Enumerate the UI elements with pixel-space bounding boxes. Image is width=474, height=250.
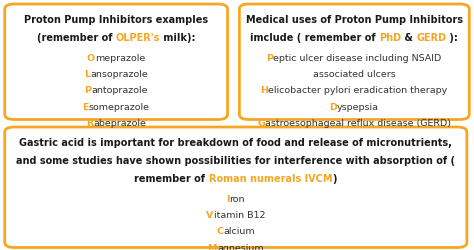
Text: yspepsia: yspepsia	[337, 102, 379, 111]
Text: abeprazole: abeprazole	[93, 118, 146, 128]
Text: V: V	[206, 210, 213, 219]
Text: P: P	[266, 54, 273, 62]
FancyBboxPatch shape	[5, 5, 228, 120]
Text: L: L	[84, 70, 90, 79]
Text: ):: ):	[447, 33, 458, 43]
Text: C: C	[216, 226, 223, 235]
Text: R: R	[86, 118, 93, 128]
Text: &: &	[401, 33, 416, 43]
Text: elicobacter pylori eradication therapy: elicobacter pylori eradication therapy	[268, 86, 448, 95]
Text: ron: ron	[229, 194, 245, 203]
Text: PhD: PhD	[379, 33, 401, 43]
Text: Proton Pump Inhibitors examples: Proton Pump Inhibitors examples	[24, 15, 208, 25]
Text: milk):: milk):	[160, 33, 195, 43]
Text: ansoprazole: ansoprazole	[90, 70, 148, 79]
Text: GERD: GERD	[416, 33, 447, 43]
Text: OLPER's: OLPER's	[116, 33, 160, 43]
Text: eptic ulcer disease including NSAID: eptic ulcer disease including NSAID	[273, 54, 442, 62]
Text: G: G	[257, 118, 265, 128]
Text: and some studies have shown possibilities for interference with absorption of (: and some studies have shown possibilitie…	[16, 156, 455, 166]
Text: Medical uses of Proton Pump Inhibitors: Medical uses of Proton Pump Inhibitors	[246, 15, 463, 25]
Text: itamin B12: itamin B12	[213, 210, 265, 219]
Text: E: E	[82, 102, 89, 111]
Text: I: I	[226, 194, 229, 203]
Text: P: P	[84, 86, 91, 95]
Text: alcium: alcium	[223, 226, 255, 235]
Text: ): )	[332, 174, 337, 184]
Text: astroesophageal reflux disease (GERD): astroesophageal reflux disease (GERD)	[265, 118, 451, 128]
Text: remember of: remember of	[135, 174, 209, 184]
FancyBboxPatch shape	[239, 5, 469, 120]
FancyBboxPatch shape	[5, 128, 467, 248]
Text: O: O	[87, 54, 95, 62]
Text: antoprazole: antoprazole	[91, 86, 148, 95]
Text: agnesium: agnesium	[217, 243, 264, 250]
Text: (remember of: (remember of	[37, 33, 116, 43]
Text: Gastric acid is important for breakdown of food and release of micronutrients,: Gastric acid is important for breakdown …	[19, 138, 452, 147]
Text: H: H	[260, 86, 268, 95]
Text: M: M	[208, 243, 217, 250]
Text: someprazole: someprazole	[89, 102, 150, 111]
Text: imclude ( remember of: imclude ( remember of	[250, 33, 379, 43]
Text: Roman numerals IVCM: Roman numerals IVCM	[209, 174, 332, 184]
Text: D: D	[329, 102, 337, 111]
Text: associated ulcers: associated ulcers	[313, 70, 395, 79]
Text: meprazole: meprazole	[95, 54, 146, 62]
